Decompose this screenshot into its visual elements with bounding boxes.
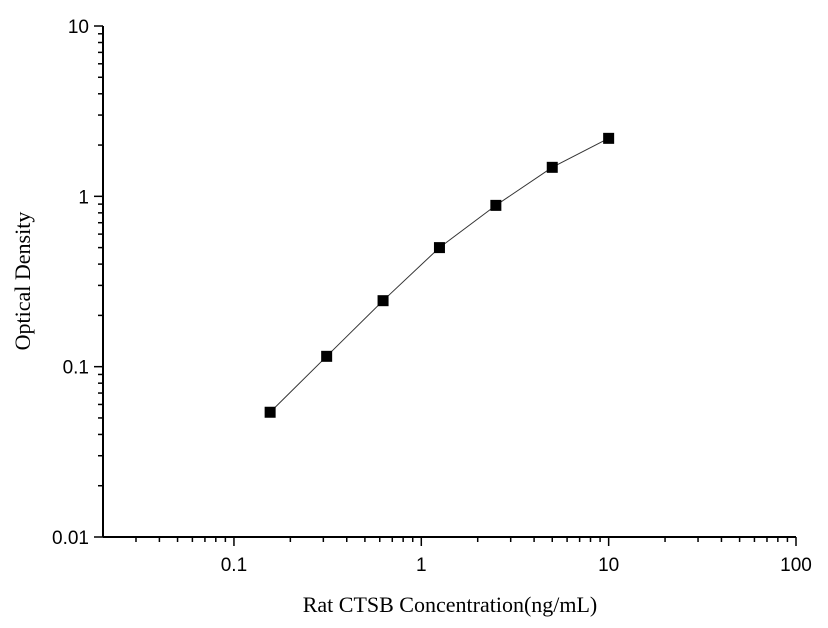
marker xyxy=(490,199,502,211)
x-tick-label: 0.1 xyxy=(221,555,247,576)
marker xyxy=(377,295,389,307)
line xyxy=(269,137,609,413)
marker xyxy=(433,242,445,254)
y-tick-label: 0.01 xyxy=(52,528,89,549)
y-tick-label: 1 xyxy=(78,187,89,208)
marker xyxy=(603,132,615,144)
x-tick-label: 10 xyxy=(598,555,619,576)
x-tick-label: 1 xyxy=(416,555,427,576)
y-axis-title: Optical Density xyxy=(10,212,35,351)
y-tick-label: 10 xyxy=(68,17,89,38)
x-tick-label: 100 xyxy=(780,555,812,576)
marker xyxy=(546,161,558,173)
y-tick-label: 0.1 xyxy=(63,358,89,379)
x-axis-title: Rat CTSB Concentration(ng/mL) xyxy=(303,592,598,617)
marker xyxy=(264,406,276,418)
marker xyxy=(321,350,333,362)
